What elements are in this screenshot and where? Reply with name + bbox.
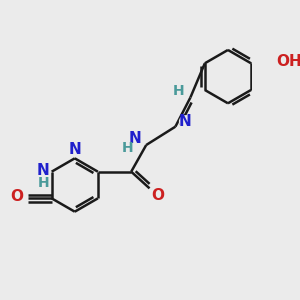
Text: O: O [10,189,23,204]
Circle shape [69,144,81,156]
Text: O: O [152,188,164,202]
Circle shape [11,191,22,203]
Text: N: N [128,131,141,146]
Text: H: H [173,84,184,98]
Circle shape [152,189,164,201]
Circle shape [281,53,298,70]
Text: OH: OH [277,54,300,69]
Circle shape [180,116,191,127]
Circle shape [38,164,49,176]
Text: H: H [38,176,49,190]
Text: N: N [179,114,192,129]
Text: H: H [122,141,134,155]
Circle shape [129,133,140,144]
Text: N: N [68,142,81,158]
Text: N: N [37,163,50,178]
